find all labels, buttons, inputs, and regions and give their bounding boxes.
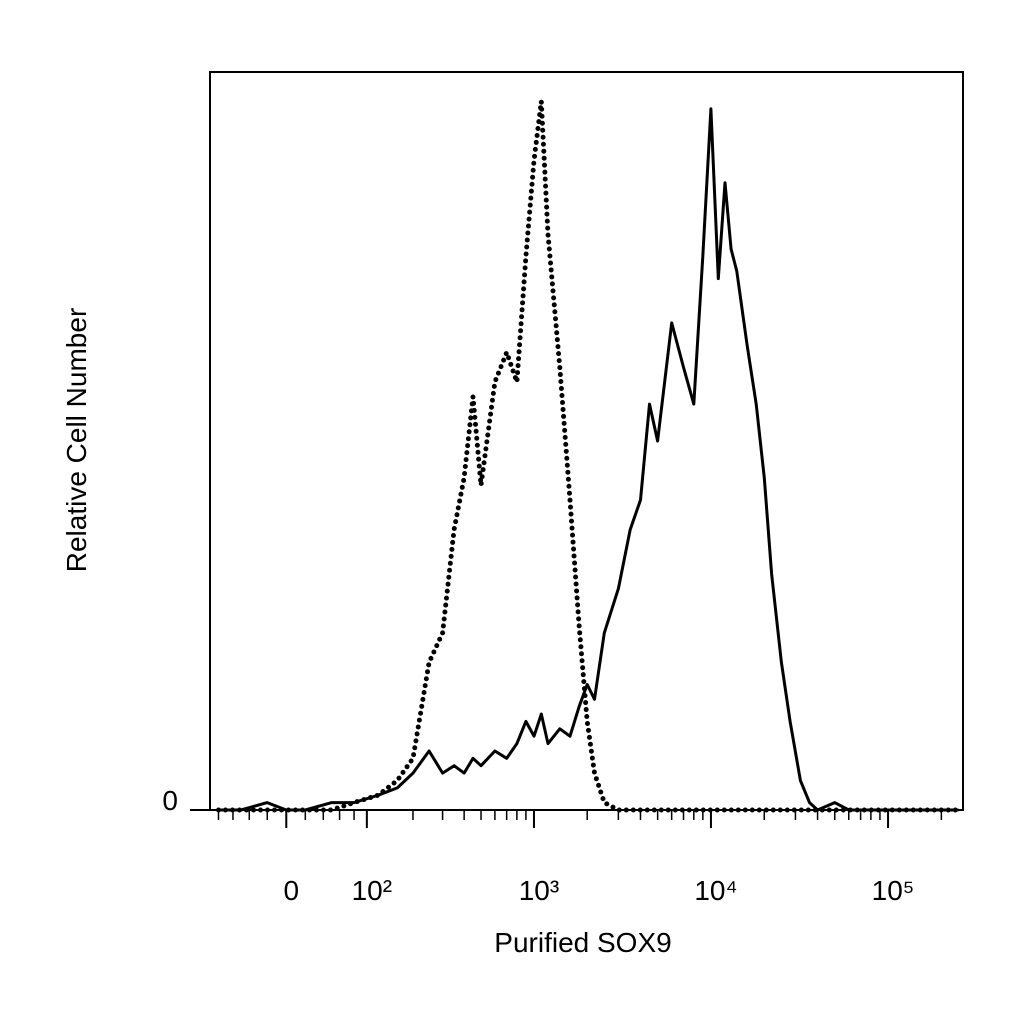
x-axis-label: Purified SOX9	[494, 927, 671, 958]
x-tick-label: 10⁵	[872, 875, 915, 906]
series-line	[216, 99, 961, 813]
y-axis-label: Relative Cell Number	[61, 308, 92, 573]
x-tick-label: 10³	[519, 875, 559, 906]
series-line	[218, 107, 959, 812]
y-tick-label: 0	[162, 785, 178, 816]
x-tick-label: 10⁴	[694, 875, 737, 906]
x-tick-label: 0	[283, 875, 299, 906]
x-tick-label: 10²	[352, 875, 392, 906]
